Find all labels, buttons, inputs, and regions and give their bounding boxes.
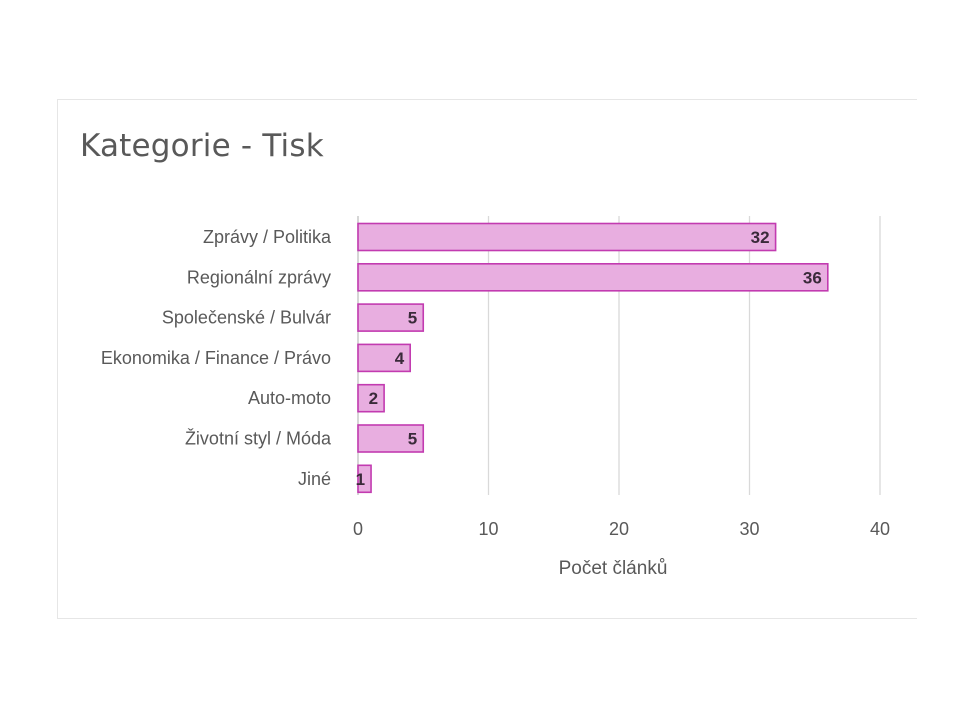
chart-card — [57, 99, 917, 619]
bar — [357, 303, 425, 332]
bars: 32 36 5 4 2 5 1 — [356, 222, 829, 494]
x-tick-label: 10 — [478, 519, 498, 539]
category-label: Zprávy / Politika — [203, 227, 332, 247]
bar — [357, 222, 777, 252]
data-label: 5 — [408, 430, 417, 449]
category-label: Jiné — [298, 469, 331, 489]
x-axis-title: Počet článků — [559, 558, 668, 579]
category-label: Auto-moto — [248, 388, 331, 408]
category-label: Ekonomika / Finance / Právo — [101, 348, 331, 368]
data-label: 32 — [751, 228, 770, 247]
bar — [357, 424, 425, 453]
category-label: Společenské / Bulvár — [162, 308, 331, 328]
x-tick-label: 40 — [870, 519, 890, 539]
chart-title: Kategorie - Tisk — [80, 128, 324, 164]
x-tick-label: 30 — [739, 519, 759, 539]
category-label: Regionální zprávy — [187, 267, 331, 287]
data-label: 2 — [369, 389, 378, 408]
data-label: 4 — [395, 349, 405, 368]
bar — [357, 343, 412, 373]
bar — [357, 383, 385, 413]
grid-lines — [357, 216, 881, 495]
x-tick-label: 0 — [353, 519, 363, 539]
x-tick-labels: 0 10 20 30 40 — [353, 519, 890, 539]
data-label: 36 — [803, 268, 822, 287]
category-label: Životní styl / Móda — [185, 429, 332, 449]
x-tick-label: 20 — [609, 519, 629, 539]
data-label: 5 — [408, 309, 417, 328]
data-label: 1 — [356, 470, 365, 489]
bar — [357, 464, 372, 494]
category-labels: Zprávy / Politika Regionální zprávy Společ… — [101, 227, 332, 489]
bar — [357, 262, 829, 292]
